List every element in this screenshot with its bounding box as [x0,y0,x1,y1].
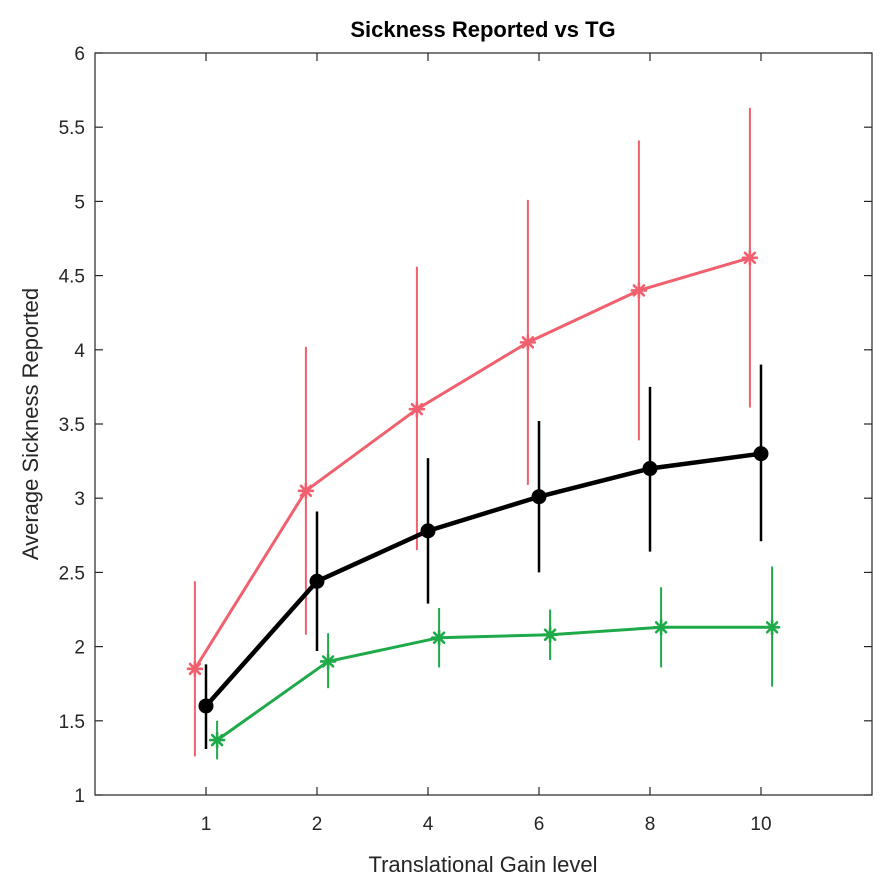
series-2 [208,566,781,760]
x-tick-label: 1 [201,814,212,835]
data-point [186,660,204,678]
data-point [208,731,226,749]
data-point [763,619,781,636]
y-tick-label: 1.5 [59,712,85,733]
marker-stroke [299,484,313,498]
data-point [408,400,426,418]
x-tick-label: 2 [312,814,323,835]
y-axis: 1 1.5 2 2.5 3 3.5 4 4.5 5 5.5 6 [59,44,872,807]
y-tick-label: 4.5 [59,267,85,288]
series-line [216,625,773,742]
y-tick-label: 5 [74,192,85,213]
data-point [319,653,337,670]
plot-area [94,52,873,796]
data-point [420,523,436,539]
data-point [753,446,769,462]
y-tick-label: 2 [74,638,85,659]
y-tick-label: 1 [74,786,85,807]
marker-stroke [410,402,424,416]
data-point [630,282,648,299]
marker-stroke [743,251,757,265]
marker-stroke [321,655,335,668]
data-point [519,334,537,351]
marker-stroke [210,733,224,747]
data-point [642,461,658,477]
marker-stroke [521,336,535,349]
y-tick-label: 4 [74,341,85,362]
marker-stroke [188,662,202,676]
series-line [193,256,751,670]
marker-stroke [654,621,668,634]
chart-title: Sickness Reported vs TG [350,17,615,42]
marker-stroke [765,621,779,634]
series-1 [198,364,769,749]
data-point [430,629,448,646]
data-point [741,249,759,267]
x-tick-label: 4 [423,814,434,835]
y-tick-label: 5.5 [59,118,85,139]
y-axis-label: Average Sickness Reported [18,288,43,560]
y-tick-label: 6 [74,44,85,65]
series-0 [186,107,759,757]
data-point [652,619,670,636]
marker-stroke [543,628,557,641]
series-layer [186,107,781,760]
x-tick-label: 8 [645,814,656,835]
marker-stroke [432,631,446,644]
data-point [541,626,559,644]
marker-stroke [632,284,646,297]
y-tick-label: 2.5 [59,563,85,584]
y-tick-label: 3.5 [59,415,85,436]
data-point [198,698,214,714]
y-tick-label: 3 [74,489,85,510]
x-axis: 1 2 4 6 8 10 [201,53,772,835]
data-point [297,482,315,500]
series-line [204,451,762,708]
x-axis-label: Translational Gain level [368,852,597,877]
x-tick-label: 10 [750,814,771,835]
data-point [309,573,325,589]
data-point [531,489,547,505]
x-tick-label: 6 [534,814,545,835]
